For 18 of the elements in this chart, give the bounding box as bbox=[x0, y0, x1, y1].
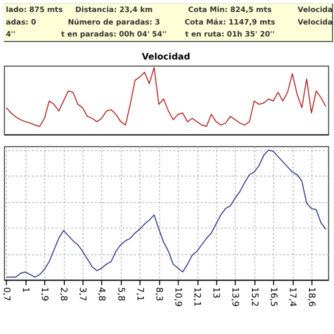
x-tick-label: 1,9 bbox=[38, 287, 49, 302]
x-tick-label: 1 bbox=[20, 287, 30, 293]
x-tick-label: 13,9 bbox=[230, 287, 240, 307]
x-tick-label: 3,7 bbox=[77, 287, 88, 302]
x-tick-label: 4,8 bbox=[96, 287, 106, 302]
x-tick-label: 17,4 bbox=[286, 287, 297, 308]
x-tick-label: 2,8 bbox=[58, 287, 68, 302]
x-tick-label: 16,5 bbox=[268, 287, 278, 307]
x-tick-label: 0,7 bbox=[0, 287, 11, 302]
x-tick-label: 5,8 bbox=[115, 287, 126, 302]
chart-title: Velocidad bbox=[142, 52, 190, 63]
x-tick-label: 7,1 bbox=[134, 287, 144, 302]
x-tick-label: 13 bbox=[210, 287, 221, 298]
x-tick-label: 18,6 bbox=[306, 287, 316, 308]
x-tick-label: 8,3 bbox=[153, 287, 164, 302]
x-tick-label: 10,9 bbox=[172, 287, 182, 307]
x-tick-label: 15,2 bbox=[248, 287, 259, 307]
x-tick-label: 12,1 bbox=[192, 287, 202, 307]
